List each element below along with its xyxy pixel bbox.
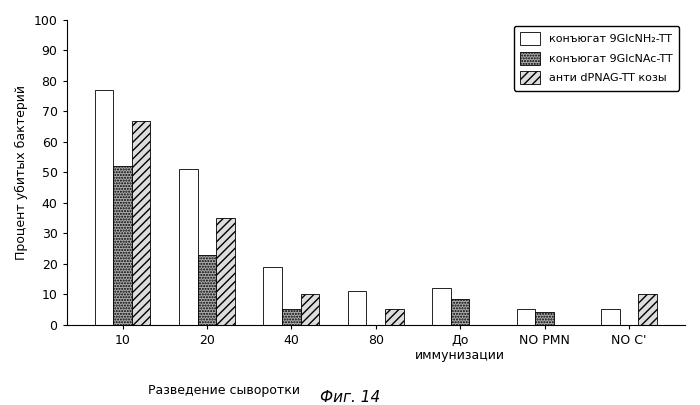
Text: Разведение сыворотки: Разведение сыворотки — [148, 384, 300, 397]
Y-axis label: Процент убитых бактерий: Процент убитых бактерий — [15, 85, 28, 260]
Bar — [638, 294, 657, 325]
Text: Фиг. 14: Фиг. 14 — [320, 390, 380, 405]
Bar — [300, 294, 319, 325]
Bar — [451, 299, 470, 325]
Bar — [179, 169, 197, 325]
Bar — [536, 312, 554, 325]
Bar — [263, 267, 282, 325]
Bar — [197, 255, 216, 325]
Bar — [517, 309, 536, 325]
Legend: конъюгат 9GlcNH₂-TT, конъюгат 9GlcNAc-TT, анти dPNAG-TT козы: конъюгат 9GlcNH₂-TT, конъюгат 9GlcNAc-TT… — [514, 26, 680, 91]
Bar — [94, 90, 113, 325]
Bar — [282, 309, 300, 325]
Bar — [433, 288, 451, 325]
Bar — [601, 309, 620, 325]
Bar — [113, 166, 132, 325]
Bar — [132, 121, 150, 325]
Bar — [348, 291, 367, 325]
Bar — [216, 218, 235, 325]
Bar — [385, 309, 404, 325]
